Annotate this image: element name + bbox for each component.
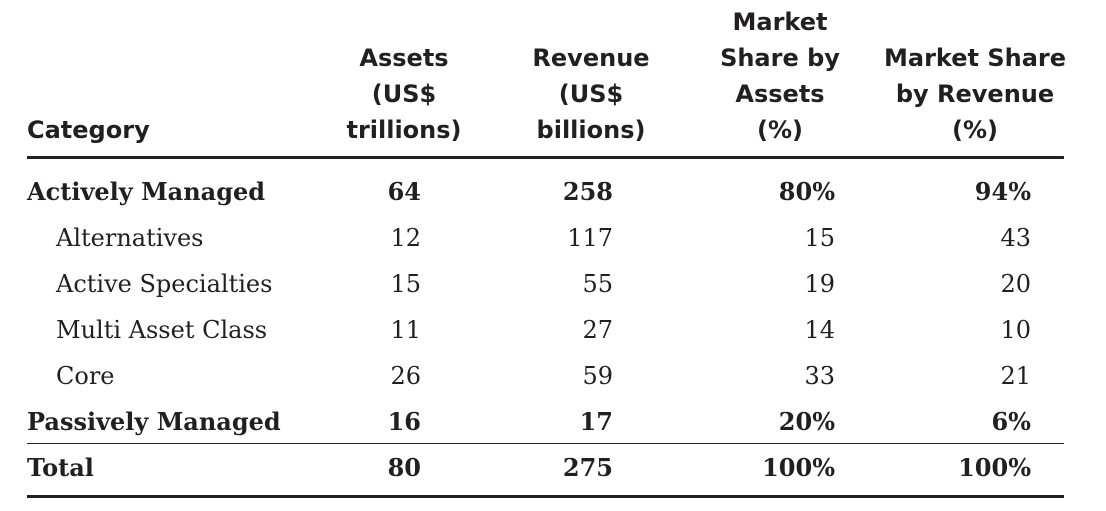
cell-revenue: 117 [567, 224, 613, 252]
header-assets: Assets (US$ trillions) [346, 44, 462, 144]
cell-share-revenue: 43 [1000, 224, 1031, 252]
row-label: Actively Managed [27, 177, 266, 206]
cell-revenue: 55 [582, 270, 613, 298]
row-label: Total [27, 453, 94, 482]
header-market-share-assets: Market Share by Assets (%) [720, 8, 840, 144]
cell-assets: 64 [387, 177, 421, 206]
cell-assets: 80 [387, 453, 421, 482]
cell-revenue: 27 [582, 316, 613, 344]
cell-revenue: 258 [562, 177, 613, 206]
table-row: Actively Managed 64 258 80% 94% [27, 169, 1064, 215]
data-table: Category Assets (US$ trillions) Revenue … [27, 0, 1066, 511]
cell-revenue: 59 [582, 362, 613, 390]
table-row: Alternatives 12 117 15 43 [27, 215, 1064, 261]
header-category: Category [27, 116, 150, 144]
cell-share-assets: 19 [804, 270, 835, 298]
cell-share-revenue: 100% [958, 453, 1031, 482]
cell-share-assets: 33 [804, 362, 835, 390]
cell-revenue: 17 [579, 407, 613, 436]
row-label: Alternatives [56, 224, 204, 252]
row-label: Multi Asset Class [56, 316, 268, 344]
cell-assets: 16 [387, 407, 421, 436]
bottom-rule [27, 495, 1064, 498]
table-row: Passively Managed 16 17 20% 6% [27, 399, 1064, 445]
header-market-share-revenue: Market Share by Revenue (%) [883, 44, 1066, 144]
cell-share-revenue: 20 [1000, 270, 1031, 298]
cell-share-revenue: 6% [991, 407, 1031, 436]
cell-share-revenue: 21 [1000, 362, 1031, 390]
table-row: Core 26 59 33 21 [27, 353, 1064, 399]
table-row: Multi Asset Class 11 27 14 10 [27, 307, 1064, 353]
header-revenue: Revenue (US$ billions) [532, 44, 650, 144]
cell-share-assets: 20% [778, 407, 835, 436]
table-row: Active Specialties 15 55 19 20 [27, 261, 1064, 307]
row-label: Active Specialties [56, 270, 273, 298]
row-label: Core [56, 362, 115, 390]
total-rule [27, 443, 1064, 444]
cell-assets: 12 [390, 224, 421, 252]
table-header-row: Category Assets (US$ trillions) Revenue … [27, 0, 1066, 156]
cell-share-assets: 14 [804, 316, 835, 344]
row-label: Passively Managed [27, 407, 281, 436]
cell-share-revenue: 94% [974, 177, 1031, 206]
cell-share-revenue: 10 [1000, 316, 1031, 344]
header-rule [27, 156, 1064, 159]
cell-share-assets: 80% [778, 177, 835, 206]
cell-revenue: 275 [562, 453, 613, 482]
cell-share-assets: 100% [762, 453, 835, 482]
cell-assets: 15 [390, 270, 421, 298]
cell-share-assets: 15 [804, 224, 835, 252]
table-row-total: Total 80 275 100% 100% [27, 445, 1064, 491]
cell-assets: 26 [390, 362, 421, 390]
cell-assets: 11 [390, 316, 421, 344]
